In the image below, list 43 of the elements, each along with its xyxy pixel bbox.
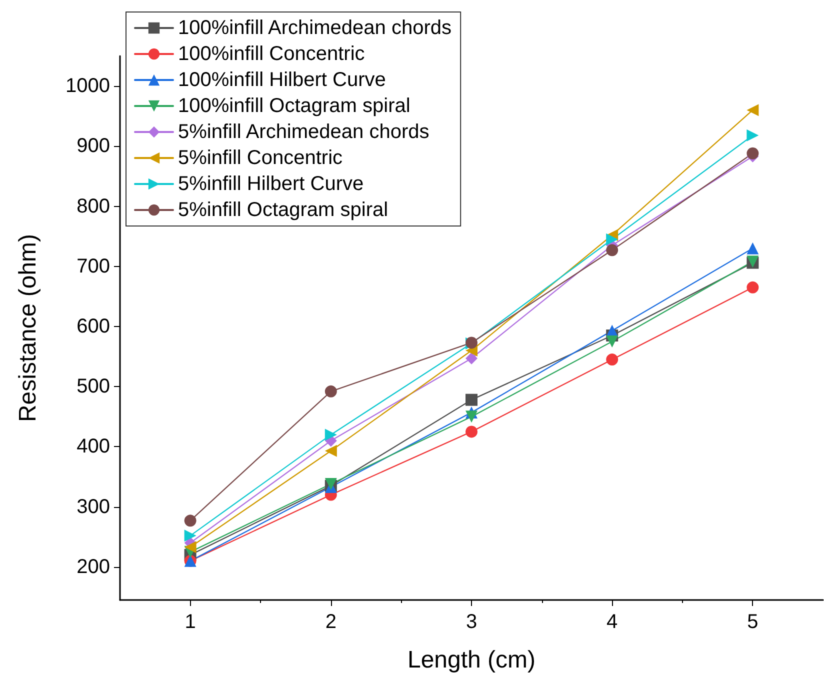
- point: [324, 428, 337, 441]
- y-tick-label: 900: [76, 135, 110, 158]
- x-tick-label: 5: [747, 611, 758, 633]
- x-tick-label: 1: [184, 611, 196, 633]
- legend-label: 100%infill Archimedean chords: [178, 17, 452, 39]
- point: [606, 336, 618, 348]
- point: [466, 410, 478, 423]
- legend-label: 100%infill Concentric: [178, 43, 365, 65]
- x-tick-label: 3: [466, 611, 478, 633]
- point: [606, 354, 618, 366]
- point: [466, 426, 478, 438]
- point: [746, 281, 759, 294]
- point: [324, 385, 337, 398]
- point: [746, 104, 759, 116]
- point: [466, 394, 478, 406]
- y-tick-label: 800: [76, 195, 110, 218]
- point: [746, 147, 759, 160]
- legend-label: 5%infill Archimedean chords: [178, 121, 430, 143]
- point: [606, 233, 618, 246]
- point: [606, 244, 618, 256]
- y-tick-label: 1000: [66, 75, 110, 98]
- legend-label: 100%infill Hilbert Curve: [178, 69, 386, 91]
- point: [746, 129, 759, 142]
- point: [746, 242, 759, 254]
- legend-label: 5%infill Hilbert Curve: [178, 173, 364, 195]
- point: [324, 444, 337, 457]
- x-tick-label: 2: [325, 611, 336, 633]
- y-tick-label: 200: [76, 556, 110, 578]
- y-tick-label: 600: [76, 315, 110, 338]
- y-tick-label: 700: [76, 255, 110, 278]
- point: [184, 541, 196, 554]
- point: [184, 530, 196, 542]
- y-tick-label: 400: [76, 436, 110, 458]
- legend-label: 5%infill Concentric: [178, 147, 343, 169]
- x-axis-title: Length (cm): [407, 646, 536, 674]
- y-tick-label: 300: [76, 496, 110, 518]
- y-tick-label: 500: [76, 376, 110, 398]
- legend-label: 100%infill Octagram spiral: [178, 95, 410, 117]
- point: [184, 514, 196, 527]
- point: [466, 352, 478, 364]
- x-tick-label: 4: [606, 611, 618, 633]
- legend-label: 5%infill Octagram spiral: [178, 199, 388, 221]
- y-axis-title: Resistance (ohm): [14, 234, 42, 422]
